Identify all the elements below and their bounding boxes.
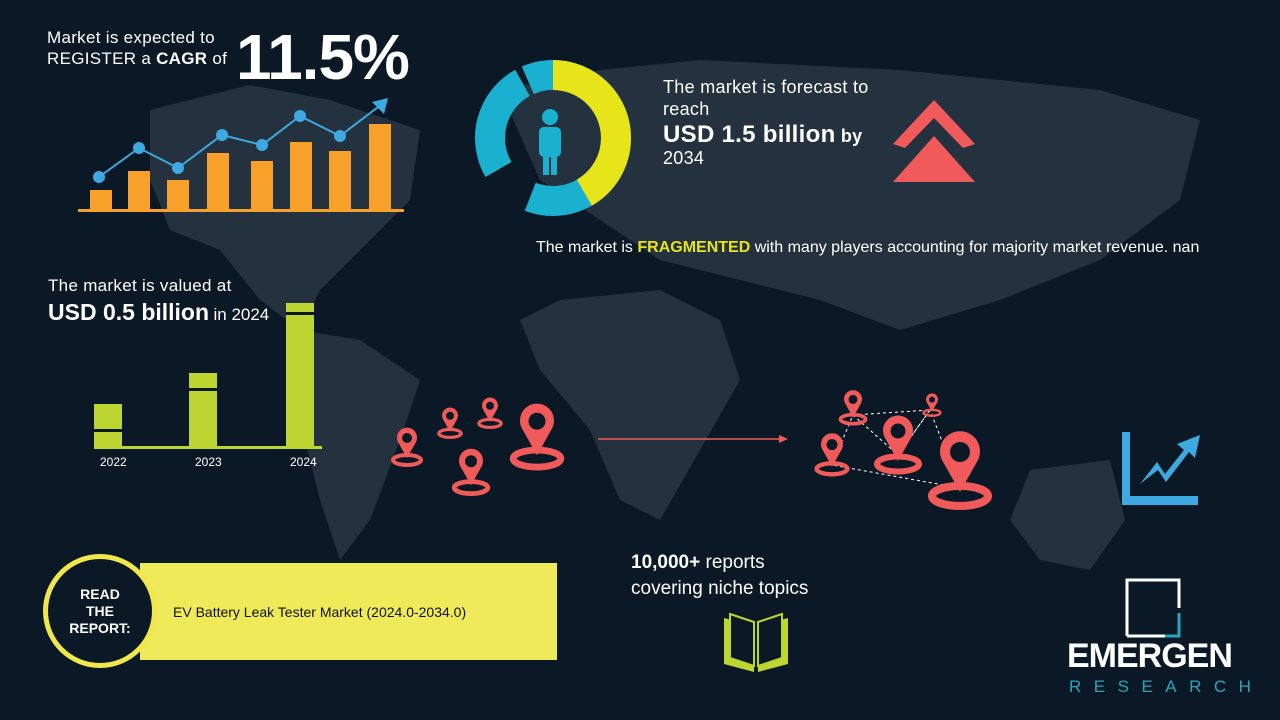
donut-person-icon	[475, 60, 631, 216]
logo-sub: RESEARCH	[1069, 677, 1264, 696]
emergen-logo-icon	[1125, 578, 1181, 638]
forecast-block: The market is forecast to reach USD 1.5 …	[663, 76, 869, 169]
growth-bar-chart-icon	[78, 98, 404, 212]
reports-rest: reports	[700, 552, 765, 573]
cagr-line1: Market is expected to	[47, 28, 215, 47]
the-label: THE	[85, 602, 114, 619]
year-label-2023: 2023	[195, 455, 222, 469]
read-label: READ	[80, 585, 120, 602]
report-title-banner[interactable]: EV Battery Leak Tester Market (2024.0-20…	[140, 563, 557, 660]
bar-2022	[94, 404, 122, 448]
cagr-bold: CAGR	[156, 49, 208, 68]
year-label-2024: 2024	[290, 455, 317, 469]
frag-suffix: with many players accounting for majorit…	[750, 239, 1200, 256]
report-label: REPORT:	[69, 619, 131, 636]
frag-highlight: FRAGMENTED	[637, 239, 751, 256]
double-chevron-up-icon	[893, 100, 975, 182]
frag-prefix: The market is	[536, 239, 638, 256]
forecast-value: USD 1.5 billion	[663, 121, 836, 148]
valued-suffix: in 2024	[213, 305, 270, 324]
open-book-icon	[724, 612, 788, 672]
trend-chart-icon	[1122, 432, 1200, 505]
read-report-badge[interactable]: READ THE REPORT:	[43, 554, 157, 668]
reports-bold: 10,000+	[631, 552, 701, 573]
bar-2023	[189, 373, 217, 448]
location-pin-icon	[391, 388, 1280, 520]
reports-line2: covering niche topics	[631, 578, 809, 599]
cagr-label: Market is expected to REGISTER a CAGR of	[47, 27, 227, 69]
market-size-bars	[94, 303, 322, 449]
cagr-prefix: REGISTER a	[47, 49, 157, 68]
report-title[interactable]: EV Battery Leak Tester Market (2024.0-20…	[173, 603, 467, 620]
forecast-line1: The market is forecast to	[663, 77, 869, 97]
valued-block: The market is valued at USD 0.5 billion …	[48, 275, 269, 326]
fragmented-statement: The market is FRAGMENTED with many playe…	[536, 237, 1216, 259]
cagr-value: 11.5%	[236, 21, 410, 93]
forecast-line2: reach	[663, 99, 710, 119]
cagr-suffix: of	[207, 49, 228, 68]
reports-count: 10,000+ reports covering niche topics	[631, 550, 808, 602]
bar-2024	[286, 303, 314, 448]
valued-value: USD 0.5 billion	[48, 299, 210, 325]
year-label-2022: 2022	[100, 455, 127, 469]
cagr-line2: REGISTER a CAGR of	[47, 48, 227, 69]
logo-name: EMERGEN	[1067, 637, 1233, 675]
forecast-by: by	[840, 126, 863, 146]
valued-line1: The market is valued at	[48, 276, 232, 295]
forecast-year: 2034	[663, 148, 705, 168]
